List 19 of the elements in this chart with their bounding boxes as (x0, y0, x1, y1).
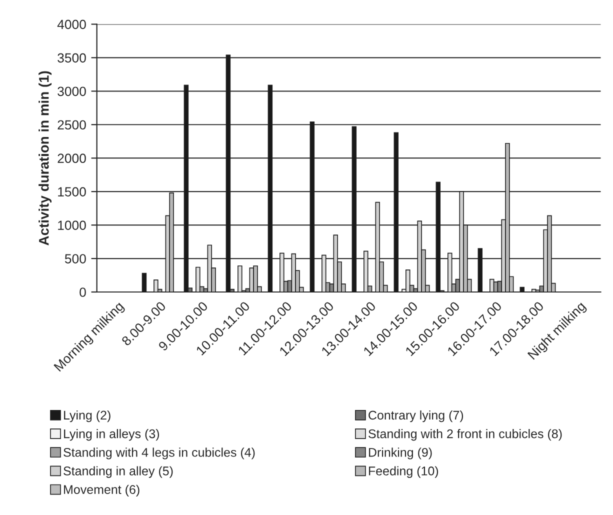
y-tick-label: 4000 (57, 20, 86, 30)
y-tick-label: 2000 (58, 154, 86, 164)
legend-label: Standing with 2 front in cubicles (8) (368, 429, 562, 441)
legend-label: Feeding (10) (368, 466, 438, 478)
legend-label: Standing with 4 legs in cubicles (4) (64, 448, 255, 460)
legend-label: Movement (6) (64, 484, 140, 496)
y-tick-label: 3000 (58, 86, 86, 96)
y-tick-label: 0 (80, 288, 86, 297)
y-axis-title: Activity duration in min (1) (38, 71, 52, 246)
y-tick-label: 500 (64, 254, 86, 264)
legend-label: Contrary lying (7) (368, 410, 464, 422)
y-tick-label: 3500 (58, 53, 86, 63)
y-tick-label: 2500 (58, 120, 86, 130)
legend-label: Lying in alleys (3) (64, 429, 160, 441)
legend-label: Standing in alley (5) (64, 466, 173, 478)
y-tick-label: 1500 (58, 187, 86, 196)
y-tick-label: 1000 (58, 220, 86, 230)
legend-label: Drinking (9) (368, 448, 432, 460)
legend-label: Lying (2) (64, 410, 110, 422)
